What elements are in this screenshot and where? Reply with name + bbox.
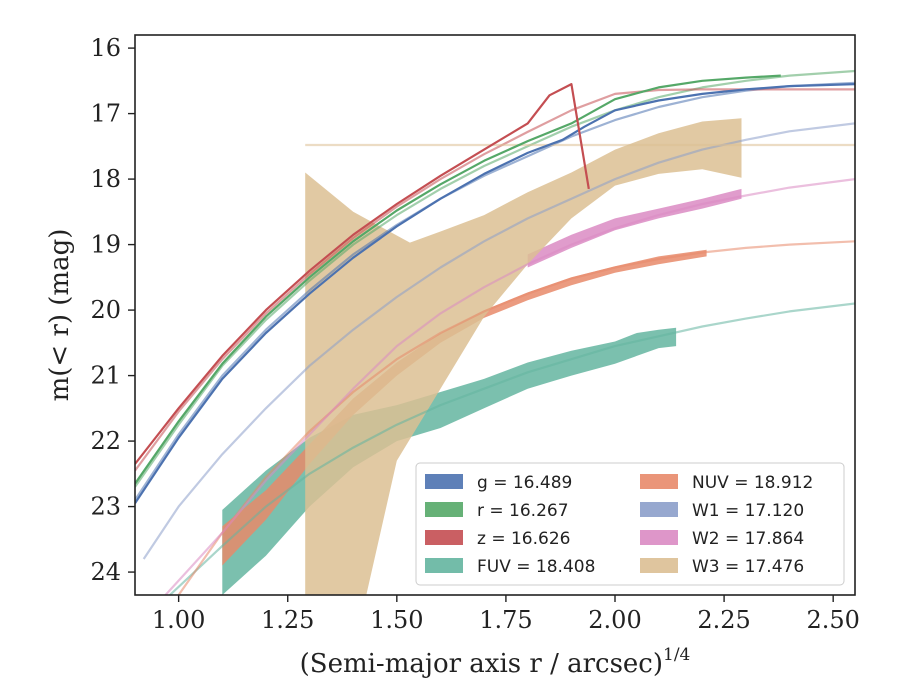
data-curve-z <box>135 82 590 465</box>
y-tick-label: 24 <box>90 558 121 586</box>
y-tick-label: 19 <box>90 231 121 259</box>
model-curve-g <box>135 81 855 501</box>
legend-swatch-w3 <box>640 558 678 573</box>
x-tick-label: 1.00 <box>152 606 205 634</box>
legend-label-z: z = 16.626 <box>477 529 570 549</box>
y-tick-label: 18 <box>90 165 121 193</box>
x-tick-label: 1.50 <box>370 606 423 634</box>
model-curve-nuv <box>177 240 855 595</box>
band-w3 <box>305 118 742 595</box>
x-tick-label: 2.00 <box>588 606 641 634</box>
legend-label-w2: W2 = 17.864 <box>692 529 804 549</box>
legend-swatch-g <box>425 474 463 489</box>
x-tick-label: 2.25 <box>697 606 750 634</box>
legend-label-g: g = 16.489 <box>477 473 572 493</box>
plot-frame <box>134 34 856 596</box>
x-axis-label-text: (Semi-major axis r / arcsec) <box>300 649 663 679</box>
legend-swatch-w1 <box>640 502 678 517</box>
x-tick-label: 1.25 <box>261 606 314 634</box>
y-tick-label: 17 <box>90 100 121 128</box>
legend-swatch-z <box>425 530 463 545</box>
legend-label-w1: W1 = 17.120 <box>692 501 804 521</box>
y-tick-label: 16 <box>90 34 121 62</box>
legend-label-r: r = 16.267 <box>477 501 569 521</box>
legend-label-fuv: FUV = 18.408 <box>477 557 595 577</box>
x-tick-label: 2.50 <box>806 606 859 634</box>
x-axis-label: (Semi-major axis r / arcsec)1/4 <box>300 645 691 679</box>
y-tick-label: 20 <box>90 296 121 324</box>
legend: g = 16.489 NUV = 18.912 r = 16.267 W1 = 17.… <box>415 462 845 586</box>
model-curve-r <box>135 69 855 488</box>
legend-swatch-w2 <box>640 530 678 545</box>
legend-label-nuv: NUV = 18.912 <box>692 473 813 493</box>
legend-label-w3: W3 = 17.476 <box>692 557 804 577</box>
legend-swatch-r <box>425 502 463 517</box>
data-curve-r <box>135 74 781 485</box>
y-tick-label: 21 <box>90 362 121 390</box>
y-axis-label: m(< r) (mag) <box>45 229 75 402</box>
data-curve-g <box>135 83 855 504</box>
y-tick-label: 22 <box>90 427 121 455</box>
x-axis-label-exponent: 1/4 <box>663 645 690 665</box>
y-tick-label: 23 <box>90 493 121 521</box>
model-curve-w2 <box>164 178 855 595</box>
legend-box <box>415 462 845 586</box>
legend-swatch-nuv <box>640 474 678 489</box>
x-tick-label: 1.75 <box>479 606 532 634</box>
legend-swatch-fuv <box>425 558 463 573</box>
model-curve-fuv <box>169 302 855 595</box>
model-curve-w1 <box>142 122 855 560</box>
